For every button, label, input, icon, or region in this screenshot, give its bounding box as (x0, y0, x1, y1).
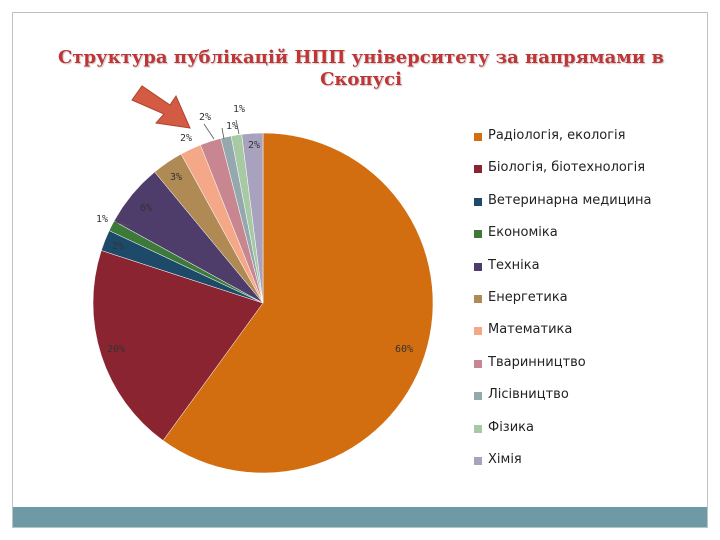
slice-label-10: 1% (233, 104, 245, 115)
leader-line-2 (235, 119, 240, 135)
slice-label-2: 20% (107, 344, 125, 355)
legend-label: Фізика (488, 419, 534, 435)
pie-slice-2 (92, 250, 264, 441)
legend-item: Тваринництво (474, 355, 652, 387)
footer-bar (13, 507, 707, 527)
leader-line-1 (113, 221, 131, 227)
legend-swatch (474, 133, 482, 141)
legend-item: Математика (474, 322, 652, 354)
slice-label-5: 6% (140, 203, 152, 214)
slice-label-1: 60% (395, 344, 413, 355)
legend-item: Біологія, біотехнологія (474, 160, 652, 192)
slice-label-3: 2% (112, 241, 124, 252)
legend-swatch (474, 197, 482, 206)
legend-label: Техніка (488, 257, 540, 273)
legend-item: Хімія (474, 452, 652, 484)
slice-label-11: 2% (248, 140, 260, 151)
legend-label: Ветеринарна медицина (488, 192, 652, 208)
leader-line-4 (203, 123, 215, 140)
slice-label-7: 2% (180, 133, 192, 144)
pie-slice-11 (241, 132, 264, 304)
legend-label: Радіологія, екологія (488, 128, 626, 143)
legend-swatch (474, 456, 482, 465)
slide-title: Структура публікацій НПП університету за… (57, 47, 664, 90)
legend-label: Біологія, біотехнологія (488, 160, 646, 176)
legend-item: Енергетика (474, 290, 652, 322)
legend-swatch (474, 359, 482, 368)
legend-item: Техніка (474, 258, 652, 290)
legend-swatch (474, 230, 482, 239)
legend-item: Ветеринарна медицина (474, 193, 652, 225)
legend-label: Математика (488, 322, 573, 338)
legend-label: Хімія (488, 451, 522, 467)
legend-swatch (474, 327, 482, 336)
legend-item: Лісівництво (474, 387, 652, 419)
chart-legend: Радіологія, екологія Біологія, біотехноло… (474, 128, 652, 484)
leader-line-3 (221, 127, 225, 140)
legend-label: Лісівництво (488, 387, 569, 403)
legend-swatch (474, 424, 482, 433)
legend-swatch (474, 262, 482, 271)
slice-label-8: 2% (199, 112, 211, 123)
legend-swatch (474, 392, 482, 401)
legend-label: Тваринництво (488, 354, 586, 370)
slice-label-6: 3% (170, 172, 182, 183)
legend-item: Фізика (474, 420, 652, 452)
legend-item: Радіологія, екологія (474, 128, 652, 160)
legend-item: Економіка (474, 225, 652, 257)
slice-label-9: 1% (226, 121, 238, 132)
pie-slice-1 (162, 132, 434, 474)
arrow-icon (131, 85, 191, 129)
legend-swatch (474, 165, 482, 174)
legend-label: Економіка (488, 225, 558, 241)
slice-label-4: 1% (96, 214, 108, 225)
legend-label: Енергетика (488, 289, 568, 305)
legend-swatch (474, 294, 482, 303)
